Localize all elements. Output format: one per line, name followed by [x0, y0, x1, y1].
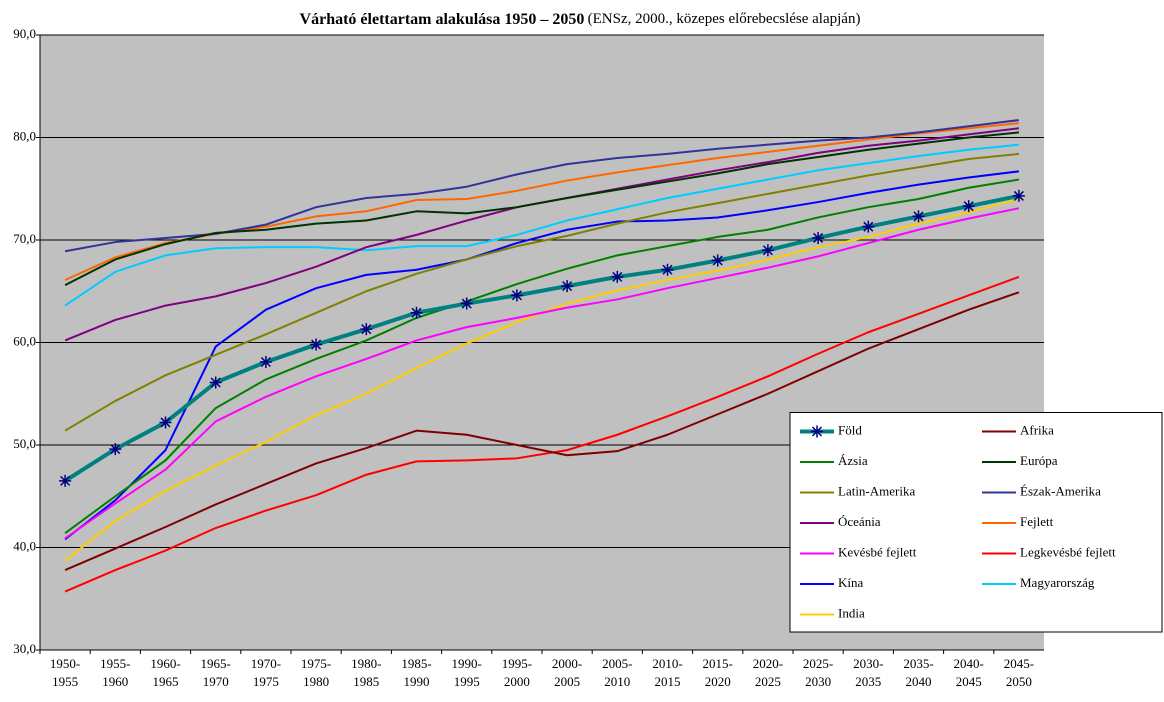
x-tick-label: 1950-: [50, 656, 80, 671]
series-line: [64, 131, 1020, 286]
x-tick-label: 1965: [153, 674, 179, 689]
marker: [962, 200, 975, 213]
series-line: [64, 152, 1020, 432]
series-line: [64, 207, 1020, 540]
x-tick-label: 2040: [906, 674, 932, 689]
x-tick-label: 2045-: [1004, 656, 1034, 671]
x-tick-label: 1985: [353, 674, 379, 689]
y-tick-label: 30,0: [13, 641, 36, 656]
series-line: [64, 170, 1020, 541]
marker: [761, 244, 774, 257]
x-tick-label: 2025: [755, 674, 781, 689]
legend-label: Magyarország: [1020, 575, 1095, 590]
x-tick-label: 1995: [454, 674, 480, 689]
marker: [410, 306, 423, 319]
x-tick-label: 2035: [855, 674, 881, 689]
x-tick-label: 2030-: [853, 656, 883, 671]
x-tick-label: 1990: [404, 674, 430, 689]
marker: [561, 280, 574, 293]
series-line: [64, 275, 1020, 593]
x-tick-label: 1975: [253, 674, 279, 689]
x-tick-label: 1975-: [301, 656, 331, 671]
y-tick-label: 40,0: [13, 538, 36, 553]
legend-label: Fejlett: [1020, 514, 1054, 529]
x-tick-label: 2040-: [954, 656, 984, 671]
marker: [59, 474, 72, 487]
y-tick-label: 80,0: [13, 128, 36, 143]
marker: [209, 376, 222, 389]
legend-label: Ázsia: [838, 453, 868, 468]
x-tick-label: 1955-: [100, 656, 130, 671]
marker: [661, 263, 674, 276]
x-tick-label: 2025-: [803, 656, 833, 671]
x-tick-label: 1960-: [150, 656, 180, 671]
marker: [862, 220, 875, 233]
x-tick-label: 2030: [805, 674, 831, 689]
x-tick-label: 1985-: [401, 656, 431, 671]
x-tick-label: 1990-: [452, 656, 482, 671]
legend-label: Legkevésbé fejlett: [1020, 544, 1116, 559]
legend-label: India: [838, 605, 865, 620]
chart-subtitle: (ENSz, 2000., közepes előrebecslése alap…: [588, 11, 861, 27]
legend-label: Észak-Amerika: [1020, 483, 1101, 498]
x-tick-label: 2000: [504, 674, 530, 689]
y-tick-label: 70,0: [13, 231, 36, 246]
marker: [159, 416, 172, 429]
x-tick-label: 2020-: [753, 656, 783, 671]
legend-label: Latin-Amerika: [838, 483, 915, 498]
x-tick-label: 2005-: [602, 656, 632, 671]
x-tick-label: 2010-: [652, 656, 682, 671]
y-tick-label: 50,0: [13, 436, 36, 451]
marker: [259, 355, 272, 368]
x-tick-label: 1965-: [201, 656, 231, 671]
x-tick-label: 1980: [303, 674, 329, 689]
x-tick-label: 1970-: [251, 656, 281, 671]
y-tick-label: 60,0: [13, 333, 36, 348]
legend-label: Föld: [838, 422, 862, 437]
x-tick-label: 2050: [1006, 674, 1032, 689]
marker: [109, 443, 122, 456]
x-tick-label: 1955: [52, 674, 78, 689]
legend-label: Kína: [838, 575, 864, 590]
marker: [611, 270, 624, 283]
series-line: [64, 143, 1020, 307]
x-tick-label: 1995-: [502, 656, 532, 671]
series-line: [64, 193, 1020, 483]
marker: [460, 297, 473, 310]
x-tick-label: 2035-: [903, 656, 933, 671]
marker: [310, 338, 323, 351]
x-tick-label: 1980-: [351, 656, 381, 671]
chart-heading: Várható élettartam alakulása 1950 – 2050…: [300, 11, 861, 28]
x-tick-label: 2000-: [552, 656, 582, 671]
series-line: [64, 178, 1020, 534]
series-line: [64, 291, 1020, 571]
x-tick-label: 1960: [102, 674, 128, 689]
x-tick-label: 2015: [655, 674, 681, 689]
x-tick-label: 2020: [705, 674, 731, 689]
marker: [812, 231, 825, 244]
marker: [510, 289, 523, 302]
marker: [711, 254, 724, 267]
legend-label: Európa: [1020, 453, 1058, 468]
marker: [1012, 189, 1025, 202]
x-tick-label: 2005: [554, 674, 580, 689]
marker: [360, 323, 373, 336]
x-tick-label: 2010: [604, 674, 630, 689]
legend-label: Kevésbé fejlett: [838, 544, 917, 559]
marker: [912, 210, 925, 223]
chart-title: Várható élettartam alakulása 1950 – 2050: [300, 11, 585, 28]
legend-marker: [811, 425, 823, 438]
legend-label: Óceánia: [838, 514, 881, 529]
x-tick-label: 1970: [203, 674, 229, 689]
x-tick-label: 2045: [956, 674, 982, 689]
x-tick-label: 2015-: [703, 656, 733, 671]
legend-label: Afrika: [1020, 422, 1054, 437]
y-tick-label: 90,0: [13, 26, 36, 41]
legend: [789, 412, 1163, 633]
